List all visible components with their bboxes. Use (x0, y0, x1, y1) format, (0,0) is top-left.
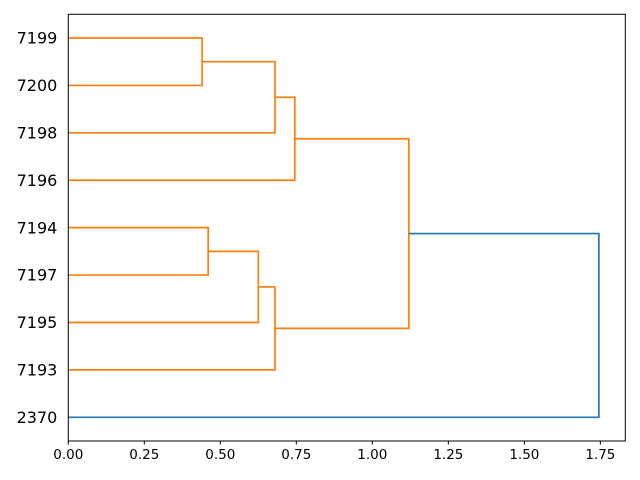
axes-spines (67, 13, 626, 442)
leaf-label: 7199 (17, 29, 58, 48)
leaf-label: 7196 (17, 171, 58, 190)
leaf-label: 7194 (17, 218, 58, 237)
dendrogram-link-L4 (68, 226, 210, 276)
dendrogram-link-L3 (68, 96, 296, 182)
x-axis-tick-label: 0.75 (281, 447, 311, 463)
x-axis-tick-label: 0.00 (53, 447, 83, 463)
x-axis-tick-label: 0.50 (205, 447, 235, 463)
x-axis-tick-label: 1.00 (357, 447, 387, 463)
leaf-label: 7193 (17, 360, 58, 379)
dendrogram-link-L1 (68, 37, 203, 87)
x-axis-tick-label: 1.75 (585, 447, 615, 463)
leaf-label: 7195 (17, 313, 58, 332)
leaf-label: 7198 (17, 123, 58, 142)
leaf-label: 2370 (17, 408, 58, 427)
dendrogram-link-L8 (68, 232, 600, 419)
x-axis-tick-label: 1.25 (433, 447, 463, 463)
x-axis-tick-label: 1.50 (509, 447, 539, 463)
x-axis-tick-label: 0.25 (129, 447, 159, 463)
leaf-label: 7200 (17, 76, 58, 95)
leaf-label: 7197 (17, 266, 58, 285)
